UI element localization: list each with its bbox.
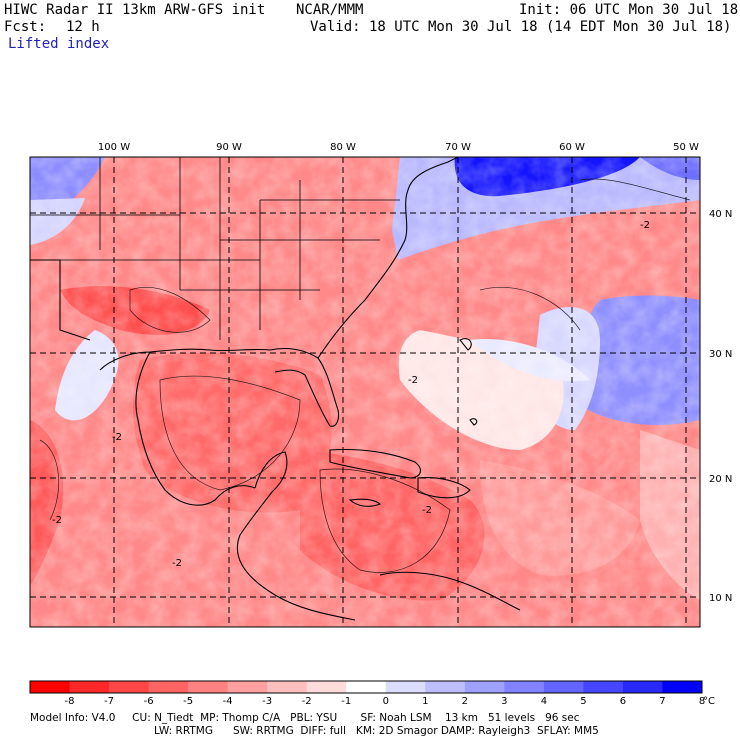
lon-label: 60 W [559,142,585,153]
forecast-hour: 12 h [66,19,100,35]
colorbar-border [29,680,703,694]
colorbar-tick-label: 7 [659,696,665,707]
contour-label: -2 [172,558,182,569]
colorbar-tick-label: 0 [383,696,389,707]
colorbar-tick-label: -7 [104,696,114,707]
colorbar-tick-label: 4 [541,696,547,707]
colorbar-swatch [346,681,387,693]
init-time: Init: 06 UTC Mon 30 Jul 18 [519,2,739,18]
lon-label: 70 W [445,142,471,153]
model-info-line-2: LW: RRTMG SW: RRTMG DIFF: full KM: 2D Sm… [154,725,599,737]
contour-label: -2 [112,432,122,443]
colorbar-swatch [148,681,189,693]
colorbar: -8 -7 -6 -5 -4 -3 -2 -1 0 1 2 3 4 5 6 7 8°C [29,680,715,707]
colorbar-tick-label: 1 [422,696,428,707]
colorbar-tick-label: -4 [223,696,233,707]
organization: NCAR/MMM [296,2,364,18]
lat-label: 10 N [709,593,732,604]
model-title: HIWC Radar II 13km ARW-GFS init [4,2,266,18]
colorbar-tick-label: -3 [262,696,272,707]
lon-label: 100 W [98,142,130,153]
colorbar-tick-label: 5 [580,696,586,707]
colorbar-tick-label: -2 [302,696,312,707]
lon-label: 90 W [216,142,242,153]
field-texture [30,157,700,627]
contour-label: -2 [640,220,650,231]
colorbar-swatch [583,681,624,693]
colorbar-tick-label: -8 [65,696,75,707]
colorbar-tick-label: 2 [462,696,468,707]
colorbar-tick-label: 6 [620,696,626,707]
li-contours [39,178,691,573]
colorbar-tick-label: -1 [341,696,351,707]
colorbar-swatch [69,681,110,693]
valid-time: Valid: 18 UTC Mon 30 Jul 18 (14 EDT Mon … [310,19,732,35]
field-name: Lifted index [8,36,110,52]
lat-label: 40 N [709,209,732,220]
colorbar-swatch [543,681,584,693]
colorbar-swatch [227,681,268,693]
colorbar-tick-label: 8 [699,696,705,707]
colorbar-swatch [464,681,505,693]
contour-label: -2 [408,375,418,386]
colorbar-swatch [109,681,150,693]
colorbar-swatch [622,681,663,693]
colorbar-tick-label: -5 [183,696,193,707]
map-field [30,157,700,627]
lon-label: 80 W [330,142,356,153]
colorbar-swatch [30,681,71,693]
colorbar-swatch [425,681,466,693]
colorbar-tick-label: 3 [501,696,507,707]
colorbar-swatch [306,681,347,693]
lat-label: 30 N [709,349,732,360]
colorbar-swatch [267,681,308,693]
colorbar-tick-label: -6 [144,696,154,707]
lon-label: 50 W [673,142,699,153]
colorbar-unit: °C [703,696,715,707]
colorbar-swatch [504,681,545,693]
contour-label: -2 [52,515,62,526]
map-border [29,156,701,628]
colorbar-swatch [662,681,703,693]
lat-label: 20 N [709,474,732,485]
coastlines [30,157,521,621]
model-info-line-1: Model Info: V4.0 CU: N_Tiedt MP: Thomp C… [30,712,580,724]
graticule [30,157,700,627]
colorbar-swatch [188,681,229,693]
contour-label: -2 [422,505,432,516]
colorbar-swatch [385,681,426,693]
forecast-label: Fcst: [4,19,47,35]
